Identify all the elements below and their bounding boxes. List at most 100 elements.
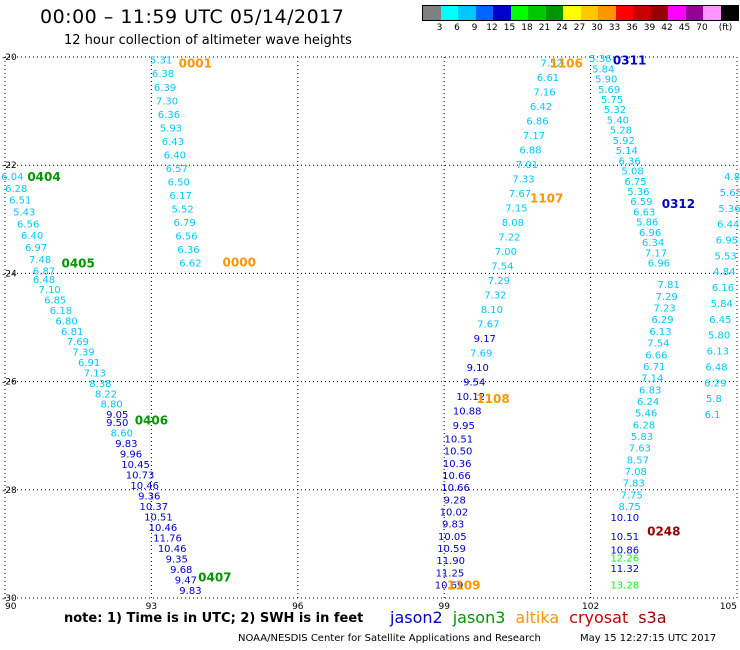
wave-height-value: 7.17 (523, 131, 545, 142)
wave-height-value: 6.88 (519, 145, 541, 156)
wave-height-value: 6.61 (537, 73, 559, 84)
wave-height-value: 10.45 (121, 460, 150, 471)
wave-height-value: 6.39 (154, 83, 176, 94)
wave-height-value: 7.69 (470, 348, 492, 359)
legend-label: 6 (454, 23, 460, 33)
wave-height-value: 6.28 (5, 184, 27, 195)
satellite-jason3: jason3 (452, 608, 506, 627)
wave-height-value: 8.75 (619, 502, 641, 513)
wave-height-value: 5.92 (613, 136, 635, 147)
wave-height-value: 6.62 (179, 259, 201, 270)
wave-height-value: 6.85 (44, 296, 66, 307)
pass-time-label: 1108 (476, 392, 509, 406)
wave-height-value: 7.83 (623, 479, 645, 490)
wave-height-value: 9.54 (463, 377, 485, 388)
wave-height-value: 6.28 (633, 420, 655, 431)
wave-height-value: 5.93 (160, 123, 182, 134)
pass-time-label: 1106 (549, 56, 582, 70)
wave-height-value: 11.32 (610, 564, 639, 575)
wave-height-value: 5.52 (171, 204, 193, 215)
wave-height-value: 6.91 (78, 358, 100, 369)
wave-height-value: 7.16 (533, 87, 555, 98)
wave-height-value: 10.02 (440, 507, 469, 518)
pass-time-label: 0404 (27, 170, 60, 184)
wave-height-value: 6.29 (704, 378, 726, 389)
legend-swatch (528, 6, 546, 20)
wave-height-value: 9.47 (175, 575, 197, 586)
legend-label: 42 (661, 23, 673, 33)
timestamp: May 15 12:27:15 UTC 2017 (580, 633, 717, 644)
legend-label: 3 (436, 23, 443, 33)
legend-label: 39 (643, 23, 656, 33)
legend-label: 21 (538, 23, 551, 33)
wave-height-value: 4.8 (724, 172, 740, 183)
wave-height-value: 6.95 (716, 235, 738, 246)
pass-time-label: 0000 (223, 255, 256, 269)
wave-height-value: 6.36 (158, 110, 180, 121)
wave-height-value: 5.31 (150, 56, 172, 67)
wave-height-value: 7.54 (491, 261, 513, 272)
wave-height-value: 6.42 (530, 102, 552, 113)
wave-height-value: 5.36 (718, 204, 740, 215)
pass-time-label: 1107 (530, 192, 563, 206)
wave-height-value: 7.75 (621, 490, 643, 501)
wave-height-value: 6.75 (624, 177, 646, 188)
wave-height-value: 6.24 (637, 397, 659, 408)
wave-height-value: 6.71 (643, 362, 665, 373)
legend-swatch (685, 6, 703, 20)
wave-height-value: 6.50 (168, 177, 190, 188)
pass-time-label: 0406 (135, 413, 168, 427)
pass-time-label: 0311 (613, 54, 646, 68)
wave-height-value: 7.67 (477, 319, 499, 330)
wave-height-value: 9.83 (442, 520, 464, 531)
wave-height-value: 7.69 (67, 337, 89, 348)
wave-height-value: 6.13 (707, 347, 729, 358)
wave-height-value: 11.25 (436, 568, 465, 579)
wave-height-value: 5.75 (601, 95, 623, 106)
wave-height-value: 5.53 (714, 251, 736, 262)
wave-height-value: 5.32 (604, 105, 626, 116)
wave-height-value: 6.40 (21, 231, 43, 242)
y-tick-label: -22 (2, 161, 17, 171)
legend-swatch (510, 6, 528, 20)
wave-height-value: 6.17 (170, 191, 192, 202)
legend-swatch (668, 6, 686, 20)
wave-height-value: 10.51 (445, 434, 474, 445)
wave-height-value: 6.16 (712, 283, 734, 294)
satellite-cryosat: cryosat (569, 608, 629, 627)
wave-height-value: 6.97 (25, 243, 47, 254)
wave-height-value: 5.83 (631, 432, 653, 443)
wave-height-value: 10.46 (130, 481, 159, 492)
wave-height-value: 6.59 (630, 197, 652, 208)
wave-height-value: 6.56 (17, 219, 39, 230)
pass-time-label: 0248 (647, 524, 680, 538)
legend-label: 18 (521, 23, 533, 33)
wave-height-value: 9.96 (120, 450, 142, 461)
y-tick-label: -28 (2, 486, 17, 496)
credit-line: NOAA/NESDIS Center for Satellite Applica… (238, 633, 541, 644)
wave-height-value: 10.51 (610, 532, 639, 543)
y-tick-label: -20 (2, 53, 17, 63)
wave-height-value: 7.13 (84, 368, 106, 379)
wave-height-value: 5.36 (589, 54, 611, 65)
wave-height-value: 7.30 (156, 96, 178, 107)
legend-swatch (458, 6, 476, 20)
wave-height-value: 11.76 (153, 533, 182, 544)
satellite-s3a: s3a (638, 608, 667, 627)
wave-height-value: 5.65 (720, 188, 740, 199)
x-tick-label: 90 (5, 602, 17, 612)
wave-height-value: 7.01 (516, 160, 538, 171)
legend-label: 24 (556, 23, 568, 33)
wave-height-value: 5.84 (592, 64, 614, 75)
pass-time-label: 0407 (198, 570, 231, 584)
footer-note: note: 1) Time is in UTC; 2) SWH is in fe… (64, 611, 364, 626)
wave-height-value: 6.45 (709, 315, 731, 326)
wave-height-value: 5.46 (635, 409, 657, 420)
legend-color-bar (422, 5, 739, 21)
wave-height-value: 7.17 (645, 248, 667, 259)
wave-height-value: 7.14 (641, 374, 663, 385)
legend-swatch (475, 6, 493, 20)
legend-swatch (633, 6, 651, 20)
satellite-legend: jason2 jason3 altika cryosat s3a (390, 608, 677, 627)
wave-height-value: 6.44 (717, 220, 739, 231)
